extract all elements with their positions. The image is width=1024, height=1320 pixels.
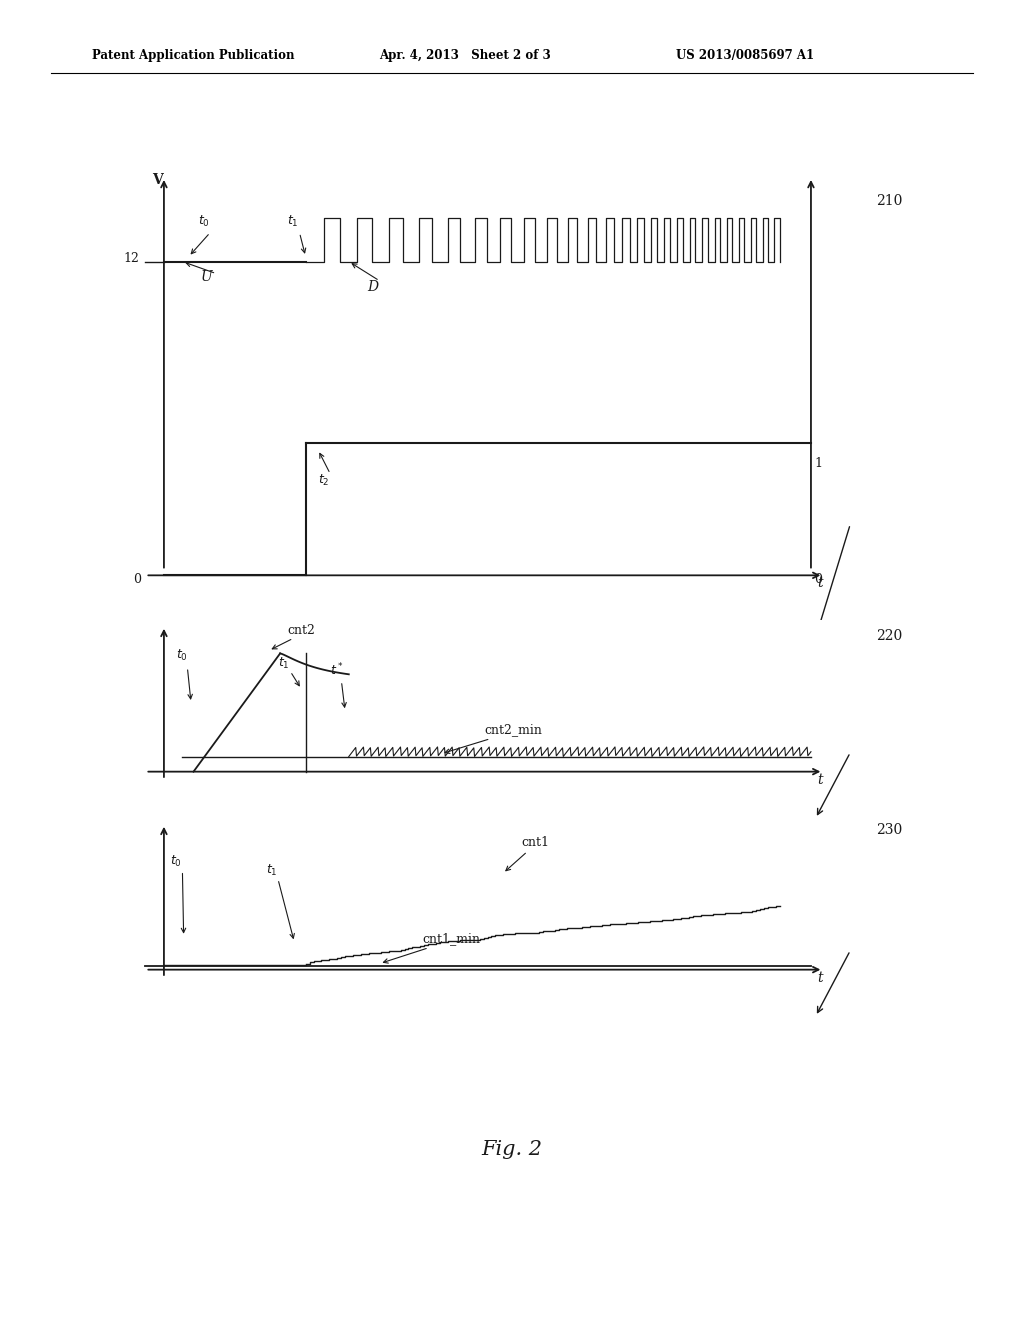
Text: t: t: [817, 577, 822, 590]
Text: $t_0$: $t_0$: [176, 648, 188, 663]
Text: $t^*$: $t^*$: [331, 661, 344, 678]
Text: U: U: [201, 269, 213, 284]
Text: $t_2$: $t_2$: [318, 473, 330, 487]
Text: 210: 210: [877, 194, 903, 207]
Text: 0: 0: [814, 573, 822, 586]
Text: cnt1_min: cnt1_min: [423, 932, 480, 945]
Text: D: D: [368, 280, 379, 293]
Text: t: t: [817, 774, 822, 787]
Text: $t_0$: $t_0$: [170, 854, 182, 870]
Text: Patent Application Publication: Patent Application Publication: [92, 49, 295, 62]
Text: 220: 220: [877, 630, 903, 643]
Text: Apr. 4, 2013   Sheet 2 of 3: Apr. 4, 2013 Sheet 2 of 3: [379, 49, 551, 62]
Text: 230: 230: [877, 824, 903, 837]
Text: Fig. 2: Fig. 2: [481, 1140, 543, 1159]
Text: $t_1$: $t_1$: [265, 862, 278, 878]
Text: 12: 12: [124, 252, 139, 264]
Text: US 2013/0085697 A1: US 2013/0085697 A1: [676, 49, 814, 62]
Text: cnt2_min: cnt2_min: [484, 723, 543, 737]
Text: 1: 1: [814, 457, 822, 470]
Text: t: t: [817, 972, 822, 985]
Text: $t_0$: $t_0$: [198, 214, 210, 230]
Text: 0: 0: [133, 573, 141, 586]
Text: $t_1$: $t_1$: [287, 214, 299, 230]
Text: $t_1$: $t_1$: [278, 656, 290, 672]
Text: V: V: [152, 173, 163, 187]
Text: cnt2: cnt2: [287, 624, 315, 638]
Text: cnt1: cnt1: [521, 836, 549, 849]
